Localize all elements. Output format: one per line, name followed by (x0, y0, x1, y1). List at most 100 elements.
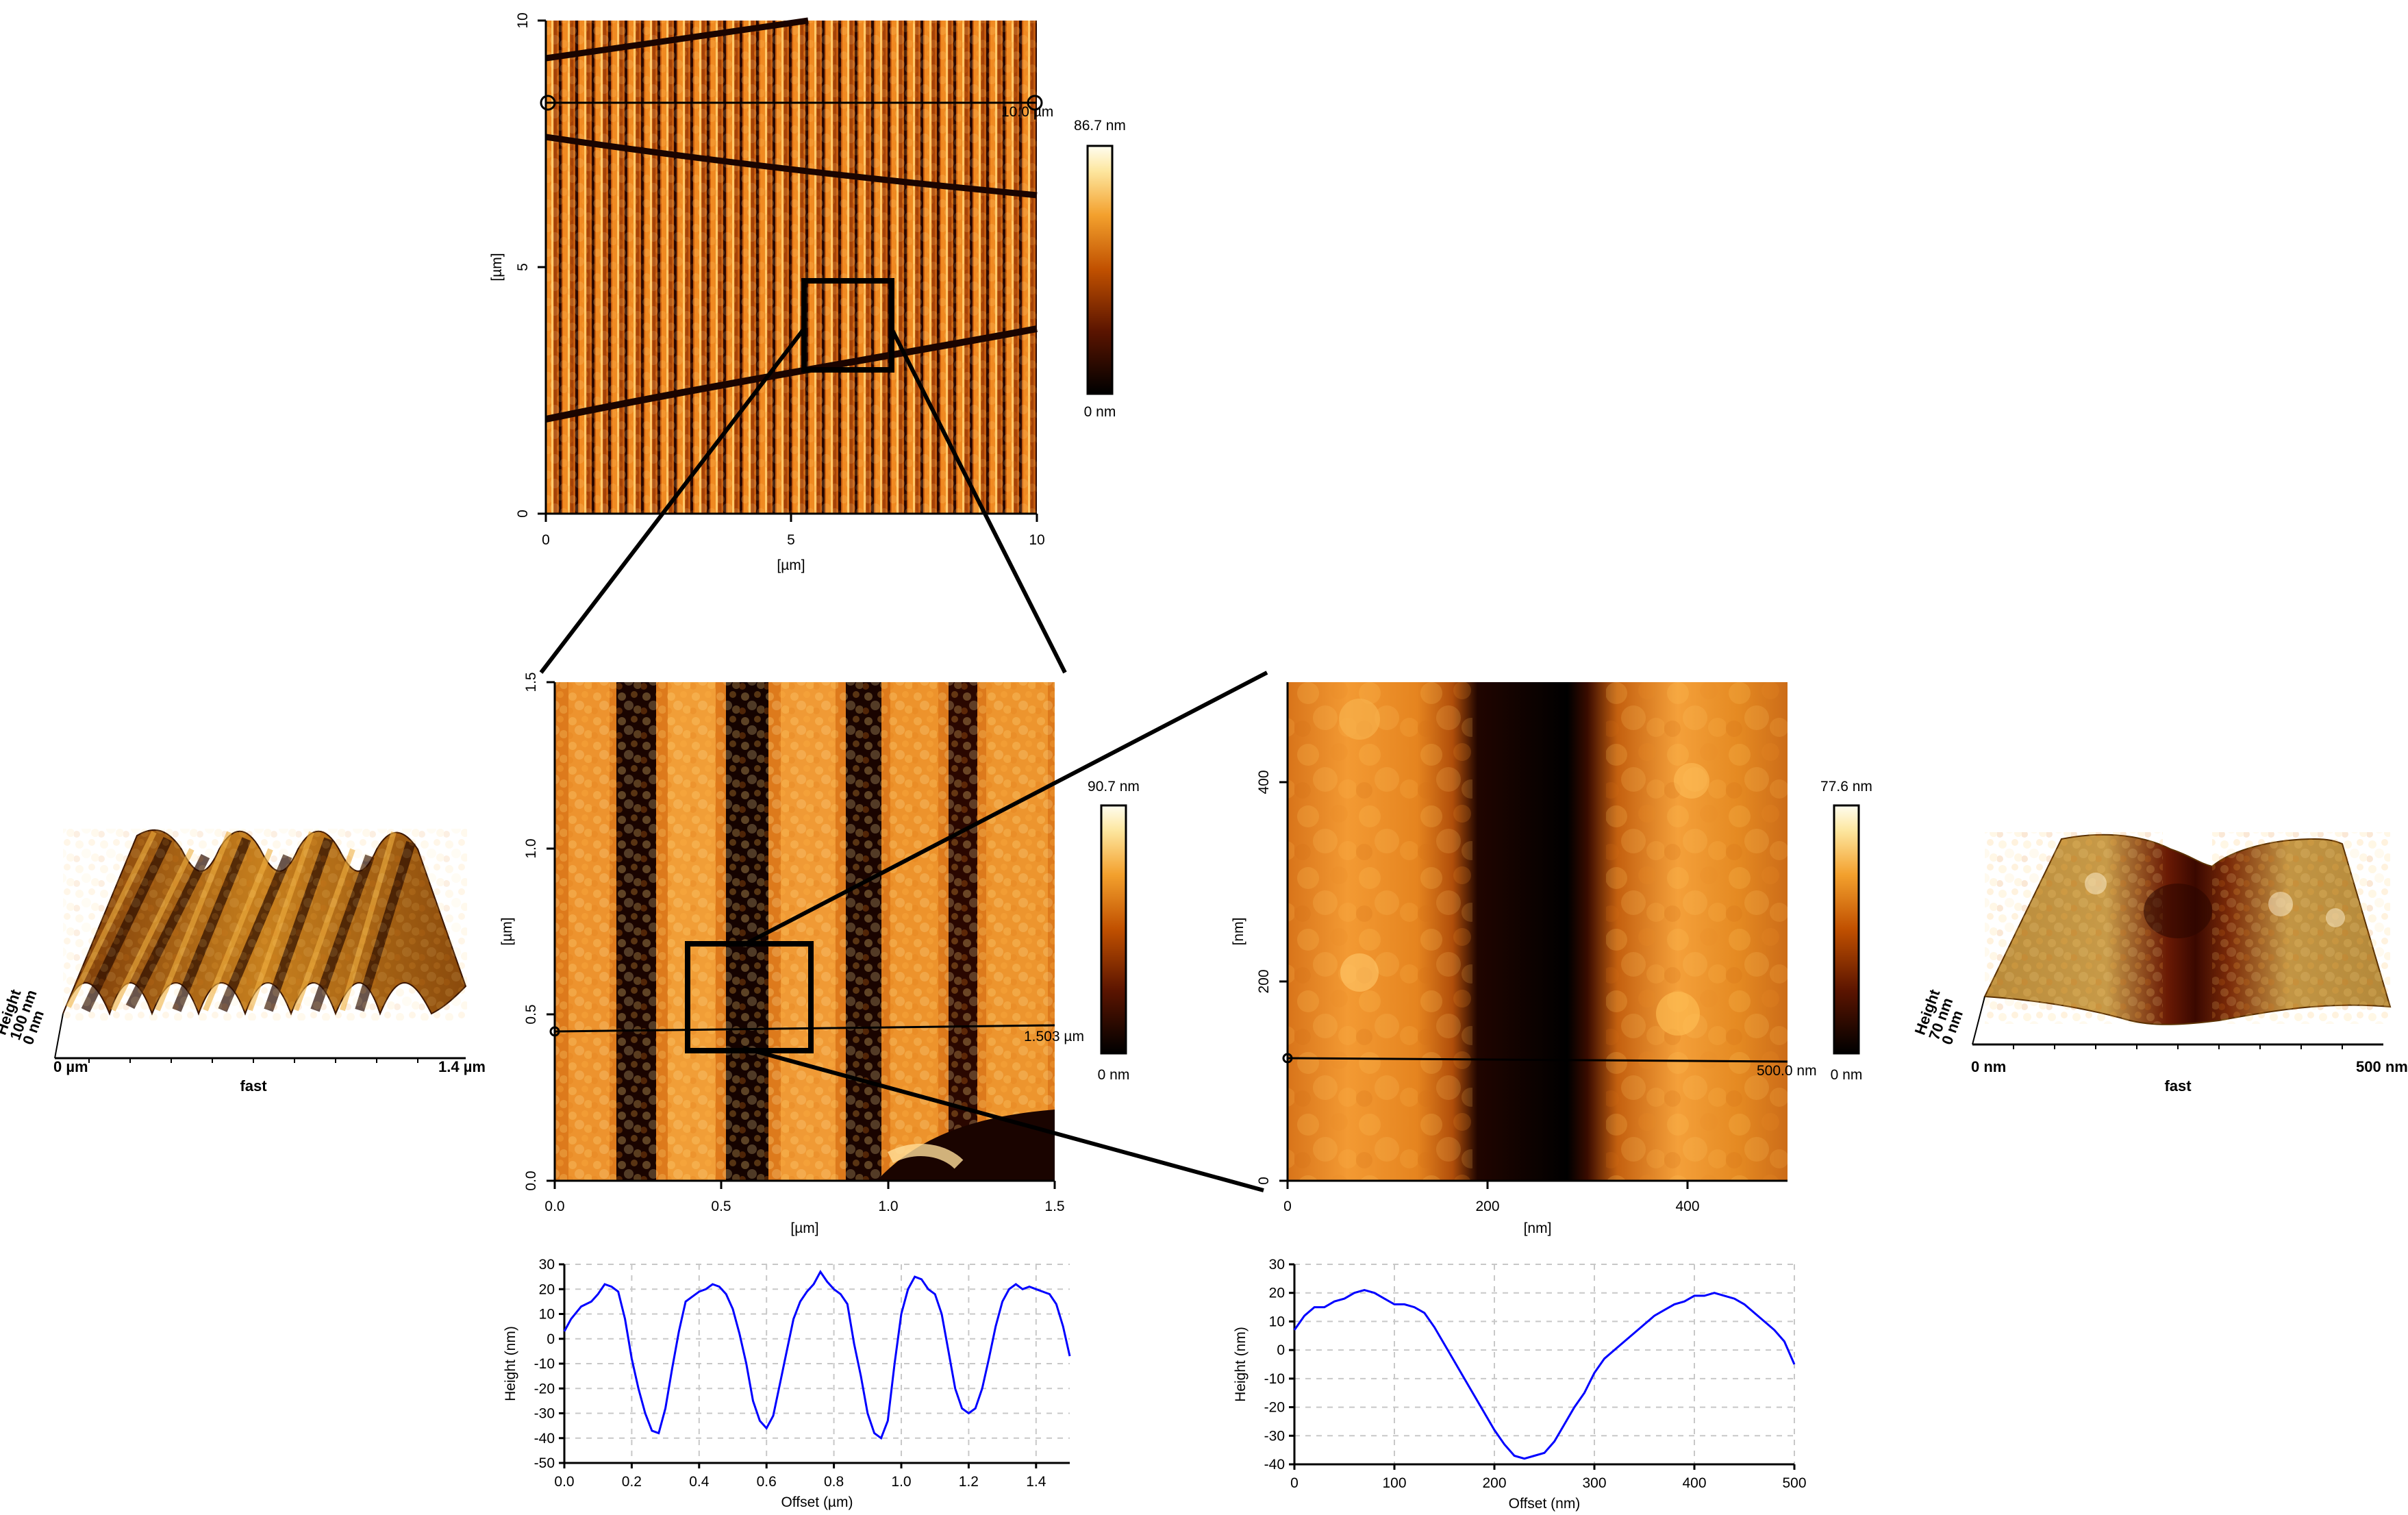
zoom2-xtick: 0 (1283, 1199, 1292, 1214)
overview-xtick: 10 (1029, 532, 1044, 548)
overview-zoom-box (801, 278, 894, 373)
chart-y-ticklabel: -30 (1264, 1428, 1285, 1444)
height-profile-chart-1: 0.0 0.2 0.4 0.6 0.8 1.0 1.2 1.4 -50 -40 -30 -20 -10 0… (503, 1257, 1071, 1510)
zoom2-xlabel: [nm] (1524, 1220, 1552, 1236)
zoom-connector-line (742, 671, 1268, 947)
zoom-connector-line (890, 327, 1067, 674)
chart-ylabel: Height (nm) (1233, 1327, 1249, 1402)
chart-y-ticklabel: -40 (1264, 1457, 1285, 1473)
chart-xlabel: Offset (µm) (781, 1494, 853, 1510)
chart-y-ticklabel: -10 (1264, 1371, 1285, 1387)
overview-colorbar-max: 86.7 nm (1074, 118, 1126, 134)
zoom1-afm-panel: 1.503 µm 0.0 0.5 1.0 1.5 0.0 0.5 1.0 1.5… (499, 672, 1140, 1236)
zoom2-afm-panel: 500.0 nm 0 200 400 0 200 400 [nm] [nm] 7… (1231, 682, 1872, 1236)
chart-x-ticklabel: 1.2 (959, 1474, 979, 1490)
overview-xtick: 0 (542, 532, 550, 548)
grain-boundary (545, 17, 809, 62)
overview-xlabel: [µm] (777, 558, 805, 573)
height-profile-chart-2: 0 100 200 300 400 500 -40 -30 -20 -10 0 10 20 30 Offse… (1233, 1257, 1807, 1512)
overview-colorbar-min: 0 nm (1084, 404, 1116, 420)
chart-y-ticklabel: 20 (1269, 1286, 1285, 1301)
zoom1-xtick: 1.0 (878, 1199, 898, 1214)
chart-x-ticklabel: 300 (1582, 1475, 1606, 1491)
height-profile-series-line (563, 1270, 1071, 1440)
view3d-left-x-axis: fast (240, 1077, 267, 1094)
zoom-connector-line (742, 1046, 1264, 1192)
view3d-right-x-start: 0 nm (1971, 1058, 2006, 1075)
zoom2-xtick: 400 (1675, 1199, 1699, 1214)
grain-boundary (545, 134, 1038, 199)
zoom1-ylabel: [µm] (499, 917, 515, 945)
zoom1-colorbar (1100, 804, 1127, 1055)
zoom1-ytick: 1.5 (523, 672, 539, 692)
zoom2-colorbar-max: 77.6 nm (1820, 779, 1872, 794)
zoom1-xtick: 0.5 (711, 1199, 731, 1214)
chart-x-ticklabel: 0.6 (757, 1474, 777, 1490)
chart-y-ticklabel: 30 (1269, 1257, 1285, 1273)
chart-x-ticklabel: 0.8 (824, 1474, 844, 1490)
chart-x-ticklabel: 200 (1482, 1475, 1506, 1491)
zoom1-xtick: 1.5 (1044, 1199, 1064, 1214)
view3d-right-panel: 0 nm fast 500 nm 70 nm 0 nm Height (1911, 832, 2408, 1094)
zoom2-ytick: 400 (1256, 770, 1272, 794)
chart-x-ticklabel: 0.0 (554, 1474, 574, 1490)
zoom2-colorbar-min: 0 nm (1831, 1067, 1863, 1083)
zoom2-line-label: 500.0 nm (1757, 1063, 1817, 1079)
overview-colorbar (1086, 145, 1114, 395)
zoom2-xtick: 200 (1475, 1199, 1499, 1214)
chart-y-ticklabel: -40 (534, 1431, 555, 1447)
view3d-left-x-end: 1.4 µm (438, 1058, 486, 1075)
chart-y-ticklabel: 0 (1277, 1342, 1285, 1358)
zoom2-ylabel: [nm] (1231, 918, 1246, 946)
chart-y-ticklabel: -20 (1264, 1400, 1285, 1416)
chart-y-ticklabel: 0 (547, 1331, 555, 1347)
chart-y-ticklabel: 10 (1269, 1314, 1285, 1329)
zoom2-ytick: 200 (1256, 969, 1272, 993)
profile-line (1287, 1057, 1788, 1063)
overview-ytick: 5 (515, 263, 531, 271)
zoom1-xlabel: [µm] (790, 1220, 818, 1236)
zoom1-ytick: 0.0 (523, 1170, 539, 1190)
profile-line (554, 1024, 1055, 1033)
zoom1-xtick: 0.0 (544, 1199, 564, 1214)
chart-y-ticklabel: 10 (539, 1307, 555, 1323)
zoom1-line-label: 1.503 µm (1024, 1029, 1084, 1044)
chart-y-ticklabel: -30 (534, 1406, 555, 1422)
view3d-right-x-axis: fast (2164, 1077, 2192, 1094)
chart-x-ticklabel: 400 (1682, 1475, 1706, 1491)
chart-x-ticklabel: 100 (1382, 1475, 1406, 1491)
height-profile-series-line (1293, 1288, 1796, 1460)
chart-y-ticklabel: -10 (534, 1356, 555, 1372)
chart-x-ticklabel: 0.4 (689, 1474, 710, 1490)
view3d-left-x-start: 0 µm (53, 1058, 88, 1075)
chart-x-ticklabel: 500 (1782, 1475, 1806, 1491)
chart-y-ticklabel: -20 (534, 1381, 555, 1397)
zoom2-ytick: 0 (1256, 1177, 1272, 1185)
overview-ylabel: [µm] (489, 253, 505, 281)
chart-x-ticklabel: 0.2 (622, 1474, 642, 1490)
profile-line-end-marker[interactable] (1027, 95, 1043, 111)
zoom2-colorbar (1833, 804, 1860, 1055)
chart-y-ticklabel: -50 (534, 1455, 555, 1471)
overview-ytick: 0 (515, 510, 531, 518)
overview-line-label: 10.0 µm (1001, 104, 1053, 120)
zoom1-colorbar-min: 0 nm (1098, 1067, 1130, 1083)
zoom1-colorbar-max: 90.7 nm (1088, 779, 1140, 794)
zoom1-ytick: 0.5 (523, 1004, 539, 1024)
zoom1-ytick: 1.0 (523, 838, 539, 858)
view3d-left-panel: 0 µm fast 1.4 µm 100 nm 0 nm Height (0, 829, 486, 1094)
profile-line-start-marker[interactable] (540, 95, 556, 111)
overview-xtick: 5 (787, 532, 795, 548)
chart-ylabel: Height (nm) (503, 1326, 518, 1401)
chart-x-ticklabel: 0 (1290, 1475, 1299, 1491)
chart-y-ticklabel: 20 (539, 1281, 555, 1297)
overview-afm-panel: 10.0 µm 0 5 10 0 5 10 [µm] [µm] 86.7 nm … (489, 12, 1126, 573)
chart-x-ticklabel: 1.0 (891, 1474, 911, 1490)
chart-y-ticklabel: 30 (539, 1257, 555, 1273)
view3d-right-x-end: 500 nm (2356, 1058, 2408, 1075)
zoom-connector-line (539, 327, 806, 674)
chart-x-ticklabel: 1.4 (1026, 1474, 1046, 1490)
chart-xlabel: Offset (nm) (1509, 1496, 1581, 1512)
overview-ytick: 10 (515, 12, 531, 28)
